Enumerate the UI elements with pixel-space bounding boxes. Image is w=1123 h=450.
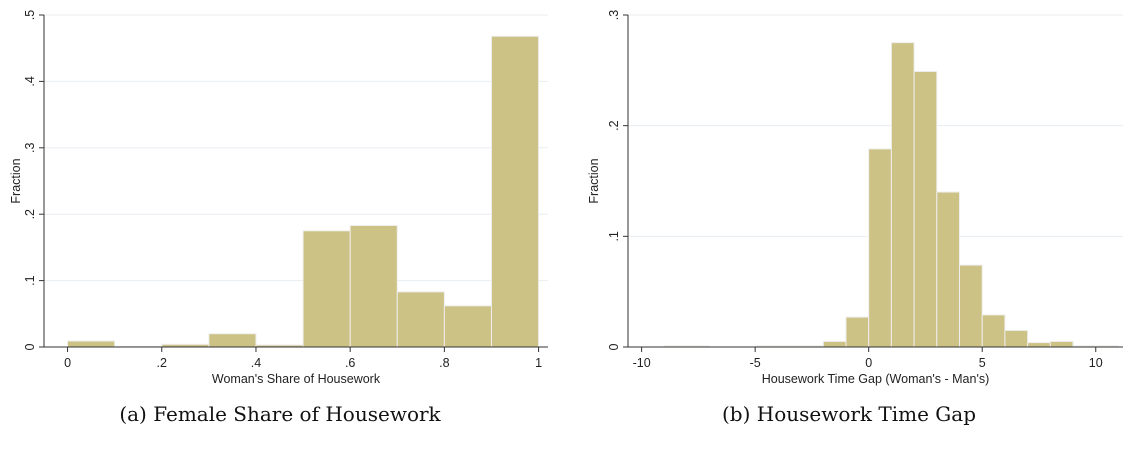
y-tick-label: .2 (23, 209, 37, 219)
y-tick-label: .1 (23, 275, 37, 285)
histogram-bar (959, 264, 983, 348)
histogram-bar (1004, 329, 1029, 348)
histogram-bar (845, 316, 870, 348)
x-tick-label: .8 (439, 356, 449, 370)
gap-histogram-chart: 0 .1 .2 .3 -10 -5 0 5 10 Housework Time Gap (Woma… (587, 10, 1123, 386)
y-axis-title: Fraction (9, 158, 23, 203)
x-tick-label: -10 (633, 356, 651, 370)
x-tick-label: .6 (345, 356, 355, 370)
histogram-bar (302, 230, 351, 348)
histogram-bar (208, 333, 257, 348)
x-axis-title: Housework Time Gap (Woman's - Man's) (762, 372, 990, 386)
y-tick-label: 0 (607, 343, 621, 350)
histogram-bar (936, 191, 961, 348)
figure-caption-b: (b) Housework Time Gap (575, 402, 1123, 426)
y-tick-label: .3 (607, 10, 621, 20)
histogram-panel-gap: 0 .1 .2 .3 -10 -5 0 5 10 Housework Time Gap (Woma… (575, 0, 1123, 450)
y-tick-label: .3 (23, 143, 37, 153)
histogram-bar (868, 148, 892, 348)
caption-text-b: Housework Time Gap (756, 402, 977, 426)
histogram-panel-share: 0 .1 .2 .3 .4 .5 0 .2 .4 .6 .8 1 Woman's Share of Ho… (0, 0, 560, 450)
figure-caption-a: (a) Female Share of Housework (0, 402, 560, 426)
histogram-bar (890, 42, 915, 348)
y-tick-label: .1 (607, 231, 621, 241)
histogram-bar (822, 340, 847, 348)
histogram-bar (913, 70, 938, 348)
histogram-bar (1027, 342, 1051, 348)
share-histogram-chart: 0 .1 .2 .3 .4 .5 0 .2 .4 .6 .8 1 Woman's Share of Ho… (9, 10, 548, 386)
histogram-bar (1049, 340, 1074, 348)
x-tick-label: 5 (979, 356, 986, 370)
y-tick-label: .4 (23, 76, 37, 86)
histogram-bar (349, 224, 398, 348)
x-tick-label: 10 (1089, 356, 1103, 370)
x-tick-label: .2 (157, 356, 167, 370)
y-tick-label: 0 (23, 343, 37, 350)
histogram-bar (443, 305, 492, 348)
y-axis-title: Fraction (587, 158, 601, 203)
y-tick-label: .2 (607, 120, 621, 130)
caption-text-a: Female Share of Housework (153, 402, 441, 426)
x-axis-title: Woman's Share of Housework (212, 372, 381, 386)
caption-label-b: (b) (721, 402, 751, 426)
histogram-bar (67, 340, 116, 348)
histogram-bar (490, 35, 540, 348)
histogram-bar (396, 291, 445, 348)
x-tick-label: .4 (251, 356, 261, 370)
x-tick-label: -5 (750, 356, 761, 370)
y-tick-label: .5 (23, 10, 37, 20)
x-tick-label: 0 (64, 356, 71, 370)
caption-label-a: (a) (119, 402, 147, 426)
x-tick-label: 1 (535, 356, 542, 370)
x-tick-label: 0 (865, 356, 872, 370)
histogram-bar (981, 314, 1006, 348)
